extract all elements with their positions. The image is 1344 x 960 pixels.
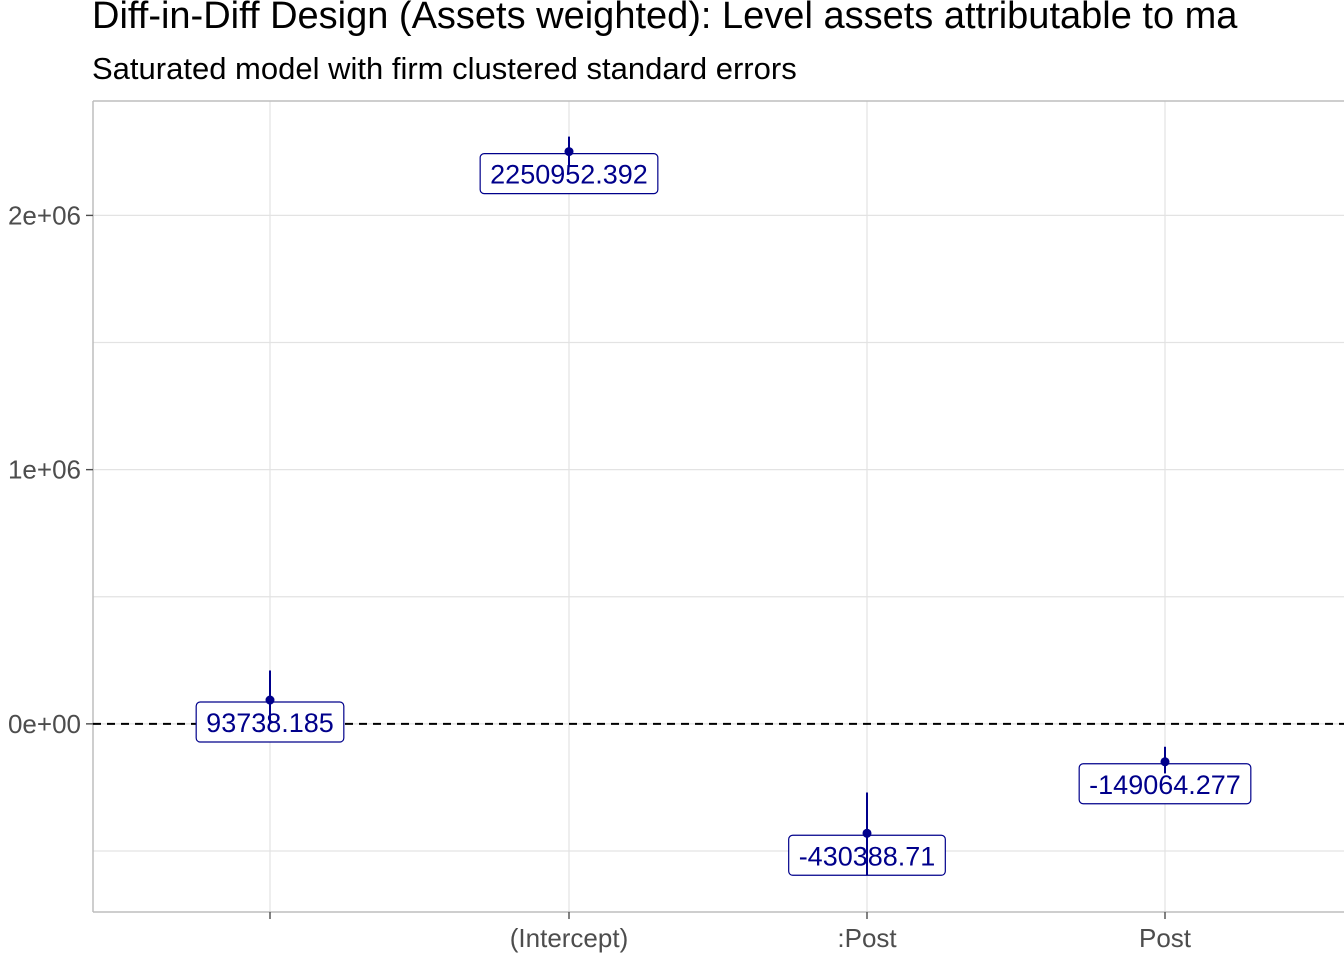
x-tick-label: (Intercept)	[510, 923, 629, 953]
estimate-point	[1160, 757, 1170, 767]
x-tick-label: Post	[1139, 923, 1192, 953]
x-tick-label: :Post	[837, 923, 897, 953]
coefficient-mark: -149064.277	[1078, 746, 1252, 805]
coefficient-mark: 93738.185	[195, 670, 345, 743]
coefficient-mark: -430388.71	[788, 792, 946, 876]
estimate-point	[862, 828, 872, 838]
estimate-point	[265, 695, 275, 705]
chart-title: Diff-in-Diff Design (Assets weighted): L…	[92, 0, 1238, 37]
y-tick-label: 2e+06	[8, 200, 81, 230]
axis-ticks: 0e+00 1e+06 2e+06 (Intercept) :Post Post	[8, 200, 1192, 953]
chart-subtitle: Saturated model with firm clustered stan…	[92, 51, 797, 86]
y-tick-label: 1e+06	[8, 455, 81, 485]
estimate-point	[564, 147, 574, 157]
data-label: -149064.277	[1089, 770, 1241, 800]
plot-frame	[92, 100, 1344, 913]
coefficient-mark: 2250952.392	[479, 136, 659, 195]
y-tick-label: 0e+00	[8, 709, 81, 739]
data-marks: 93738.185 2250952.392 -430388.71 -149064.27…	[195, 136, 1252, 876]
